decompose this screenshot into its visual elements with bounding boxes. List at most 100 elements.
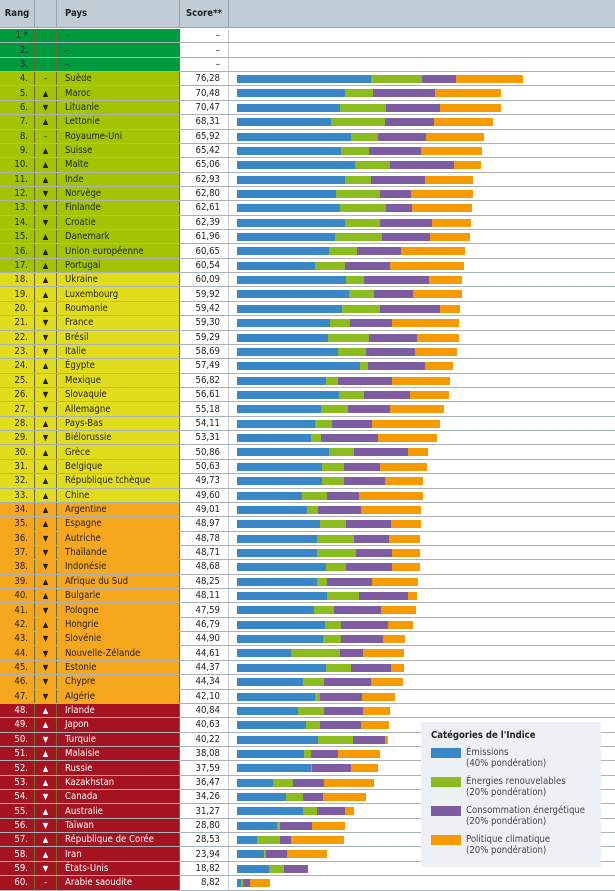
rank-cell: 54. xyxy=(0,790,35,804)
bar-segment-policy xyxy=(415,347,458,356)
rank-cell: 30. xyxy=(0,445,35,459)
bar-segment-policy xyxy=(390,261,464,270)
country-cell: Irlande xyxy=(57,703,180,718)
bar-segment-emissions xyxy=(237,462,322,471)
bar-segment-policy xyxy=(311,821,345,830)
table-row: 22. ▼ Brésil 59,29 xyxy=(0,330,615,345)
country-cell: Russie xyxy=(57,761,180,775)
score-cell: – xyxy=(180,43,229,57)
bar-segment-energy-use xyxy=(324,678,372,687)
trend-icon: ▲ xyxy=(35,301,57,316)
bar-segment-energy-use xyxy=(356,548,393,557)
bar-segment-energy-use xyxy=(344,477,385,486)
bar-segment-energy-use xyxy=(390,161,455,170)
bar-segment-policy xyxy=(440,304,460,313)
bar-segment-policy xyxy=(390,663,404,672)
country-cell: Taïwan xyxy=(57,818,180,833)
rank-cell: 50. xyxy=(0,732,35,746)
country-cell: États-Unis xyxy=(57,861,180,876)
rank-cell: 6. xyxy=(0,100,35,115)
trend-icon: ▲ xyxy=(35,359,57,373)
bar-segment-emissions xyxy=(237,362,361,371)
bar-segment-emissions xyxy=(237,735,319,744)
rank-cell: 17. xyxy=(0,258,35,273)
bar-segment-energy-use xyxy=(368,146,421,155)
bar-segment-policy xyxy=(424,175,473,184)
trend-icon: ▲ xyxy=(35,703,57,718)
bar-segment-policy xyxy=(411,204,472,213)
trend-icon: ▲ xyxy=(35,86,57,100)
bar-segment-emissions xyxy=(237,879,241,888)
score-bar xyxy=(229,545,615,560)
bar-segment-energy-use xyxy=(363,390,410,399)
bar-segment-policy xyxy=(363,649,405,658)
score-cell: 40,22 xyxy=(180,732,229,746)
bar-segment-energy-use xyxy=(319,721,362,730)
bar-segment-policy xyxy=(435,89,502,98)
trend-icon: ▼ xyxy=(35,818,57,833)
table-row: 5. ▲ Maroc 70,48 xyxy=(0,86,615,101)
rank-cell: 25. xyxy=(0,373,35,387)
country-cell: Suisse xyxy=(57,143,180,158)
bar-segment-policy xyxy=(372,577,419,586)
ranking-table: 1.* – –2. – –3. – –4. – Suède 76,28 5. ▲ Maroc 70,48 6… xyxy=(0,29,615,891)
bar-segment-renewables xyxy=(318,735,354,744)
rank-cell: 16. xyxy=(0,244,35,258)
table-row: 15. ▲ Danemark 61,96 xyxy=(0,230,615,245)
legend-item: Politique climatique (20% pondération) xyxy=(431,834,591,856)
score-cell: 56,82 xyxy=(180,373,229,387)
bar-segment-renewables xyxy=(303,749,312,758)
score-cell: 37,59 xyxy=(180,761,229,775)
rank-cell: 10. xyxy=(0,158,35,172)
country-cell: République de Corée xyxy=(57,833,180,847)
table-row: 27. ▼ Allemagne 55,18 xyxy=(0,402,615,417)
country-cell: Argentine xyxy=(57,502,180,517)
bar-segment-energy-use xyxy=(343,462,380,471)
bar-segment-renewables xyxy=(334,233,383,242)
bar-segment-renewables xyxy=(256,836,281,845)
score-cell: 59,92 xyxy=(180,287,229,301)
table-row: 6. ▼ Lituanie 70,47 xyxy=(0,100,615,116)
score-cell: 49,60 xyxy=(180,488,229,502)
score-bar xyxy=(229,115,615,129)
score-cell: 59,42 xyxy=(180,301,229,316)
bar-segment-renewables xyxy=(277,821,281,830)
score-bar xyxy=(229,502,615,517)
bar-segment-energy-use xyxy=(353,735,386,744)
trend-icon: ▼ xyxy=(35,545,57,560)
legend-title: Catégories de l'Indice xyxy=(431,730,536,741)
score-cell: – xyxy=(180,57,229,72)
country-cell: République tchèque xyxy=(57,474,180,488)
table-row: 9. ▲ Suisse 65,42 xyxy=(0,143,615,159)
bar-segment-emissions xyxy=(237,807,303,816)
bar-segment-renewables xyxy=(329,247,357,256)
country-cell: Indonésie xyxy=(57,560,180,574)
legend-swatch xyxy=(431,748,461,758)
bar-segment-emissions xyxy=(237,592,327,601)
bar-segment-renewables xyxy=(303,807,317,816)
bar-segment-energy-use xyxy=(311,749,338,758)
bar-segment-renewables xyxy=(306,505,318,514)
bar-segment-emissions xyxy=(237,620,325,629)
bar-segment-renewables xyxy=(349,290,375,299)
trend-icon: ▼ xyxy=(35,689,57,703)
bar-segment-emissions xyxy=(237,764,311,773)
bar-segment-energy-use xyxy=(265,850,287,859)
score-cell: 76,28 xyxy=(180,72,229,86)
bar-segment-emissions xyxy=(237,864,270,873)
trend-icon: ▼ xyxy=(35,186,57,201)
table-row: 3. – – xyxy=(0,57,615,73)
trend-icon: ▼ xyxy=(35,732,57,746)
trend-icon: ▲ xyxy=(35,718,57,732)
trend-icon: ▲ xyxy=(35,574,57,589)
bar-segment-energy-use xyxy=(320,692,362,701)
score-cell: 59,29 xyxy=(180,330,229,344)
country-cell: Nouvelle-Zélande xyxy=(57,646,180,660)
bar-segment-policy xyxy=(324,778,374,787)
trend-icon: ▲ xyxy=(35,258,57,273)
legend-item: Consommation énergétique (20% pondération… xyxy=(431,805,591,827)
bar-segment-energy-use xyxy=(385,118,434,127)
bar-segment-policy xyxy=(432,218,471,227)
score-bar xyxy=(229,29,615,43)
table-row: 48. ▲ Irlande 40,84 xyxy=(0,703,615,719)
